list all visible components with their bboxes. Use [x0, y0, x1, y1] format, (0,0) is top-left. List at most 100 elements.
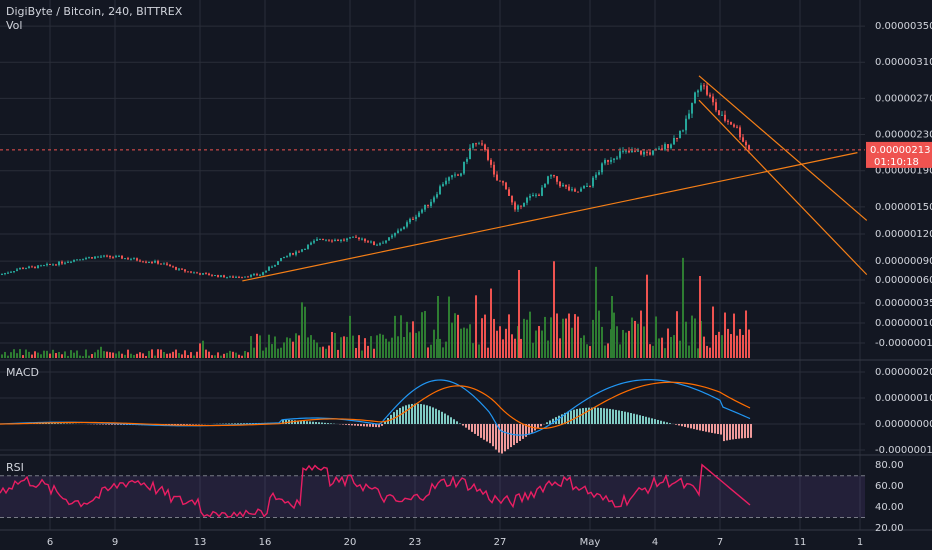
volume-bar — [526, 319, 528, 358]
macd-histogram-bar — [438, 410, 440, 424]
candle — [307, 244, 309, 249]
volume-bar — [661, 337, 663, 358]
volume-bar — [187, 355, 189, 358]
macd-histogram-bar — [609, 408, 611, 424]
candle — [19, 267, 21, 270]
macd-histogram-bar — [462, 424, 464, 426]
candle — [58, 261, 60, 265]
candle — [445, 180, 447, 185]
volume-bar — [637, 323, 639, 358]
candle — [244, 276, 246, 278]
candle — [436, 194, 438, 198]
volume-bar — [202, 340, 204, 358]
volume-bar — [403, 336, 405, 358]
volume-bar — [748, 329, 750, 358]
candle — [403, 226, 405, 230]
volume-bar — [697, 348, 699, 358]
candle — [496, 174, 498, 181]
candle — [376, 244, 378, 246]
macd-histogram-bar — [105, 424, 107, 425]
macd-histogram-bar — [297, 420, 299, 424]
candle — [145, 261, 147, 263]
candle — [121, 255, 123, 259]
candle — [430, 201, 432, 206]
candle — [250, 274, 252, 277]
volume-bar — [724, 312, 726, 358]
volume-bar — [451, 322, 453, 358]
candle — [682, 130, 684, 132]
volume-bar — [673, 335, 675, 358]
volume-bar — [286, 337, 288, 358]
candle — [55, 264, 57, 266]
volume-bar — [274, 336, 276, 358]
volume-bar — [676, 311, 678, 358]
candle — [685, 118, 687, 131]
candle — [367, 241, 369, 243]
candle — [34, 266, 36, 269]
volume-bar — [109, 352, 111, 358]
candle — [184, 269, 186, 272]
volume-bar — [445, 341, 447, 358]
volume-bar — [664, 348, 666, 358]
volume-bar — [595, 266, 597, 358]
candle — [703, 85, 705, 87]
candle — [229, 276, 231, 278]
volume-bar — [169, 353, 171, 358]
candle — [205, 273, 207, 275]
volume-bar — [118, 351, 120, 358]
volume-bar — [142, 353, 144, 358]
candle — [691, 103, 693, 114]
macd-histogram-bar — [366, 424, 368, 427]
macd-histogram-bar — [447, 415, 449, 424]
candle — [511, 195, 513, 203]
candle — [730, 121, 732, 125]
candle — [301, 249, 303, 252]
volume-bar — [349, 315, 351, 358]
volume-bar — [640, 310, 642, 358]
volume-bar — [34, 351, 36, 358]
last-price-badge — [866, 141, 932, 168]
candle — [172, 266, 174, 268]
candle — [724, 114, 726, 121]
macd-histogram-bar — [357, 424, 359, 426]
macd-histogram-bar — [717, 424, 719, 435]
volume-bar — [133, 355, 135, 358]
macd-histogram-bar — [732, 424, 734, 440]
candle — [688, 113, 690, 119]
candle — [316, 239, 318, 241]
candle — [616, 157, 618, 159]
candle — [196, 272, 198, 274]
volume-bar — [139, 352, 141, 358]
volume-bar — [94, 352, 96, 358]
candle — [607, 159, 609, 162]
macd-histogram-bar — [624, 411, 626, 424]
volume-bar — [40, 354, 42, 358]
macd-histogram-bar — [345, 424, 347, 425]
macd-histogram-bar — [444, 413, 446, 424]
macd-histogram-bar — [363, 424, 365, 427]
candle — [742, 137, 744, 142]
macd-histogram-bar — [111, 424, 113, 425]
candle — [358, 237, 360, 240]
volume-bar — [685, 321, 687, 358]
candle — [700, 85, 702, 91]
macd-histogram-bar — [699, 424, 701, 431]
macd-histogram-bar — [243, 423, 245, 424]
volume-tick-label: -0.00000015 — [875, 338, 932, 349]
volume-bar — [487, 347, 489, 358]
macd-histogram-bar — [237, 423, 239, 424]
candle — [73, 259, 75, 262]
volume-bar — [304, 306, 306, 358]
candle — [52, 264, 54, 266]
candle — [313, 240, 315, 243]
macd-histogram-bar — [666, 422, 668, 424]
volume-bar — [259, 335, 261, 358]
macd-histogram-bar — [711, 424, 713, 433]
macd-histogram-bar — [678, 424, 680, 426]
candle — [178, 268, 180, 270]
volume-bar — [727, 328, 729, 358]
candle — [469, 147, 471, 160]
volume-bar — [31, 354, 33, 358]
macd-histogram-bar — [651, 418, 653, 424]
